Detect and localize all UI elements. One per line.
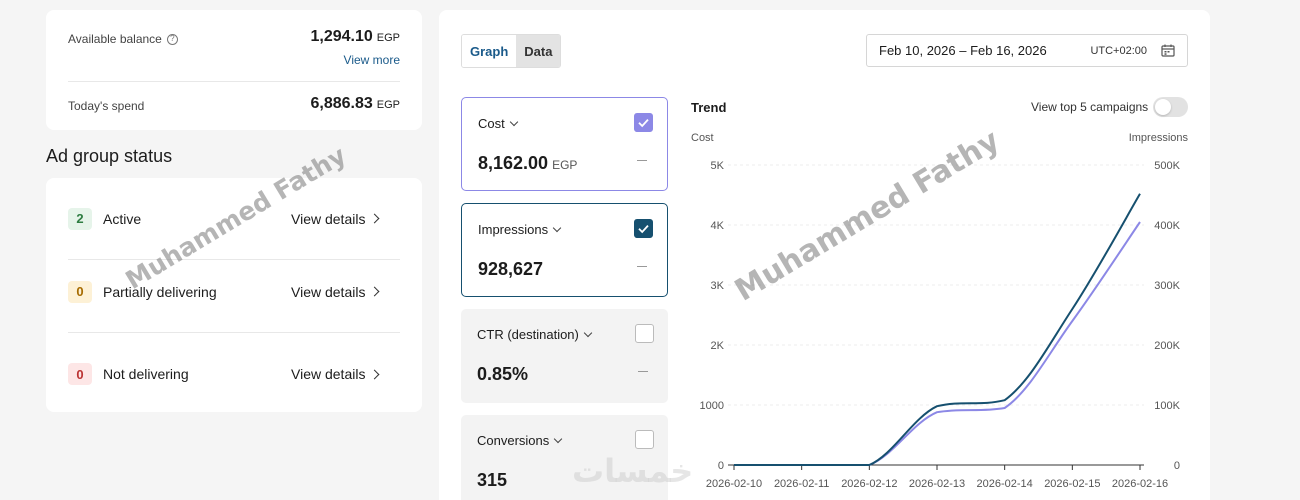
metric-change-dash bbox=[638, 371, 648, 372]
view-details-label: View details bbox=[291, 283, 366, 300]
toggle-knob bbox=[1155, 99, 1171, 115]
view-details-button[interactable]: View details bbox=[291, 283, 380, 300]
balance-divider bbox=[68, 81, 400, 82]
chevron-right-icon bbox=[370, 213, 380, 224]
data-tab[interactable]: Data bbox=[516, 35, 561, 67]
metric-card-ctr[interactable]: CTR (destination) 0.85% bbox=[461, 309, 668, 403]
series-line-cost bbox=[733, 221, 1141, 467]
status-label: Active bbox=[103, 210, 142, 227]
todays-spend-amount: 6,886.83 bbox=[310, 95, 373, 112]
view-details-label: View details bbox=[291, 210, 366, 227]
x-tick-label: 2026-02-16 bbox=[1112, 478, 1168, 490]
trend-title: Trend bbox=[691, 100, 727, 115]
metric-card-impressions[interactable]: Impressions 928,627 bbox=[461, 203, 668, 297]
available-balance-currency: EGP bbox=[376, 32, 400, 44]
metric-selector[interactable]: Cost bbox=[478, 116, 518, 131]
y-left-tick-label: 3K bbox=[711, 280, 725, 292]
metric-selector[interactable]: Conversions bbox=[477, 433, 563, 448]
metric-amount: 8,162.00 bbox=[478, 153, 549, 173]
chevron-right-icon bbox=[370, 286, 380, 297]
y-axis-right-title: Impressions bbox=[1128, 132, 1188, 144]
metric-selector[interactable]: Impressions bbox=[478, 222, 562, 237]
chevron-right-icon bbox=[370, 369, 380, 379]
y-axis-left-title: Cost bbox=[691, 132, 714, 144]
metric-currency: EGP bbox=[552, 158, 578, 172]
y-right-tick-label: 500K bbox=[1154, 160, 1180, 172]
y-right-tick-label: 200K bbox=[1154, 340, 1180, 352]
available-balance-label: Available balance bbox=[68, 32, 162, 46]
status-count-badge: 0 bbox=[68, 280, 92, 303]
metric-name: Impressions bbox=[478, 222, 549, 237]
metric-card-conversions[interactable]: Conversions 315 bbox=[461, 415, 668, 500]
status-row-active: 2 Active View details bbox=[68, 178, 400, 260]
x-tick-label: 2026-02-11 bbox=[774, 478, 829, 490]
view-details-button[interactable]: View details bbox=[291, 366, 380, 382]
top5-toggle[interactable] bbox=[1153, 97, 1188, 117]
available-balance-amount: 1,294.10 bbox=[310, 28, 373, 45]
status-row-partially-delivering: 0 Partially delivering View details bbox=[68, 251, 400, 333]
timezone-text: UTC+02:00 bbox=[1090, 44, 1147, 57]
status-label: Not delivering bbox=[103, 366, 189, 382]
metric-checkbox[interactable] bbox=[635, 430, 654, 449]
metric-name: Conversions bbox=[477, 433, 550, 448]
metric-name: Cost bbox=[478, 116, 505, 131]
metric-card-cost[interactable]: Cost 8,162.00 EGP bbox=[461, 97, 668, 191]
x-tick-label: 2026-02-13 bbox=[909, 478, 965, 490]
todays-spend-value: 6,886.83 EGP bbox=[310, 95, 400, 113]
y-left-tick-label: 1000 bbox=[700, 400, 724, 412]
metric-change-dash bbox=[637, 266, 647, 267]
view-details-button[interactable]: View details bbox=[291, 210, 380, 227]
series-line-impressions bbox=[733, 193, 1141, 467]
metric-selector[interactable]: CTR (destination) bbox=[477, 327, 593, 342]
view-more-link[interactable]: View more bbox=[343, 53, 400, 67]
calendar-icon bbox=[1161, 44, 1175, 57]
y-left-tick-label: 0 bbox=[718, 460, 724, 472]
trend-chart: 0 0 1000 100K 2K 200K 3K 300K 4K 400K 5K 500K 2026-0… bbox=[700, 160, 1181, 490]
metric-checkbox[interactable] bbox=[634, 113, 653, 132]
x-tick-label: 2026-02-15 bbox=[1044, 478, 1100, 490]
y-right-tick-label: 100K bbox=[1154, 400, 1180, 412]
x-tick-label: 2026-02-12 bbox=[841, 478, 897, 490]
metric-value: 315 bbox=[477, 470, 508, 490]
status-count-badge: 0 bbox=[68, 363, 92, 385]
metric-change-dash bbox=[637, 160, 647, 161]
check-icon bbox=[638, 224, 649, 234]
date-range-text: Feb 10, 2026 – Feb 16, 2026 bbox=[879, 43, 1047, 58]
date-range-picker[interactable]: Feb 10, 2026 – Feb 16, 2026 UTC+02:00 bbox=[866, 34, 1188, 67]
x-tick-label: 2026-02-10 bbox=[706, 478, 762, 490]
metric-name: CTR (destination) bbox=[477, 327, 579, 342]
metric-value: 8,162.00 EGP bbox=[478, 153, 577, 174]
top5-label: View top 5 campaigns bbox=[1031, 100, 1149, 114]
available-balance-label-wrap: Available balance ? bbox=[68, 32, 400, 46]
todays-spend-row: Today's spend 6,886.83 EGP bbox=[68, 95, 400, 113]
view-toggle: Graph Data bbox=[461, 34, 562, 68]
performance-panel: Graph Data Feb 10, 2026 – Feb 16, 2026 U… bbox=[439, 10, 1210, 500]
help-icon[interactable]: ? bbox=[166, 33, 178, 45]
status-count-badge: 2 bbox=[68, 207, 92, 230]
y-right-tick-label: 400K bbox=[1154, 220, 1180, 232]
check-icon bbox=[638, 118, 649, 128]
graph-tab[interactable]: Graph bbox=[462, 35, 517, 67]
y-right-tick-label: 300K bbox=[1154, 280, 1180, 292]
view-details-label: View details bbox=[291, 366, 366, 382]
ad-group-status-card: 2 Active View details 0 Partially delive… bbox=[46, 178, 422, 412]
metric-value: 928,627 bbox=[478, 259, 544, 279]
todays-spend-currency: EGP bbox=[376, 99, 400, 111]
todays-spend-label: Today's spend bbox=[68, 99, 145, 113]
metric-checkbox[interactable] bbox=[635, 324, 654, 343]
status-label: Partially delivering bbox=[103, 283, 217, 300]
available-balance-value: 1,294.10 EGP bbox=[310, 28, 400, 46]
x-tick-label: 2026-02-14 bbox=[977, 478, 1033, 490]
available-balance-row: Available balance ? 1,294.10 EGP View mor… bbox=[68, 28, 400, 67]
y-right-tick-label: 0 bbox=[1174, 460, 1180, 472]
y-left-tick-label: 4K bbox=[711, 220, 725, 232]
y-left-tick-label: 2K bbox=[711, 340, 725, 352]
ad-group-status-title: Ad group status bbox=[46, 146, 173, 166]
y-left-tick-label: 5K bbox=[711, 160, 725, 172]
metric-checkbox[interactable] bbox=[634, 219, 653, 238]
metric-value: 0.85% bbox=[477, 364, 529, 384]
status-row-not-delivering: 0 Not delivering View details bbox=[68, 333, 400, 415]
balance-card: Available balance ? 1,294.10 EGP View mor… bbox=[46, 10, 422, 130]
